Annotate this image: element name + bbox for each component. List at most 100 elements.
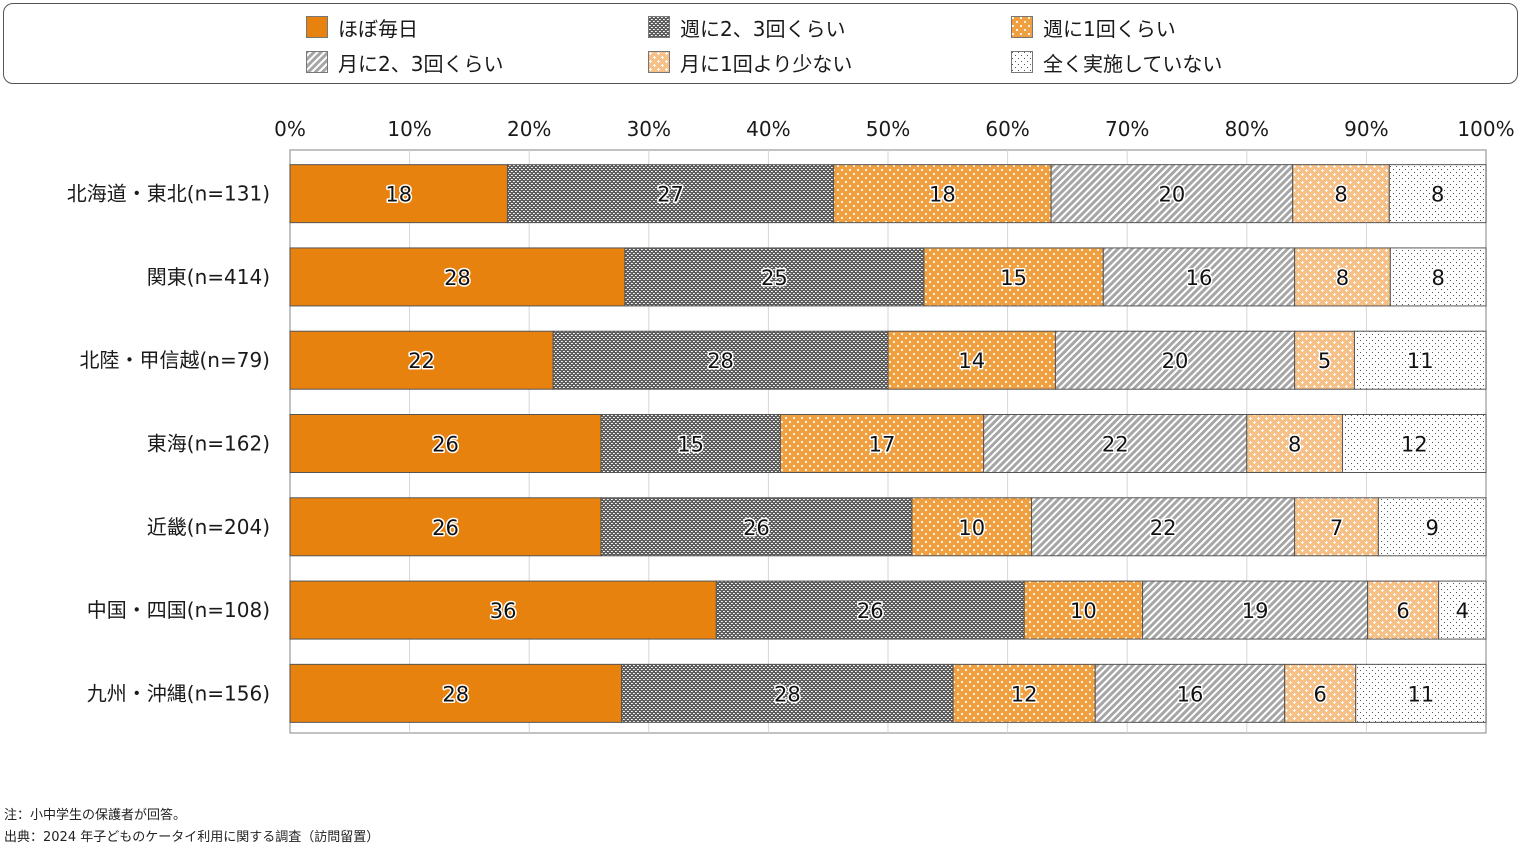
bar-segment <box>1355 663 1487 723</box>
bar-segment <box>911 497 1033 557</box>
legend: ほぼ毎日 週に2、3回くらい 週に1回くらい月に2、3回くらい 月に1回より少ない 全く… <box>3 3 1518 84</box>
data-label: 20 <box>1159 183 1186 207</box>
bar-segment <box>621 663 954 723</box>
legend-swatch-fill <box>1011 16 1033 38</box>
bar-segment <box>289 247 626 307</box>
data-label: 27 <box>657 183 684 207</box>
data-label: 36 <box>490 599 517 623</box>
data-label: 10 <box>1070 599 1097 623</box>
data-label: 28 <box>707 349 734 373</box>
data-label: 16 <box>1186 266 1213 290</box>
x-tick-label: 100% <box>1457 117 1514 141</box>
data-label: 28 <box>442 682 469 706</box>
bar-segment <box>1054 330 1296 390</box>
legend-swatch <box>306 16 328 38</box>
bar-segment <box>1094 663 1286 723</box>
legend-swatch-fill <box>648 16 670 38</box>
category-label: 北陸・甲信越(n=79) <box>80 348 271 372</box>
data-label: 22 <box>1150 516 1177 540</box>
bar-segment <box>1341 414 1487 473</box>
bar-segment <box>289 330 554 390</box>
data-label: 7 <box>1330 516 1343 540</box>
bar-segment <box>1102 247 1296 307</box>
x-tick-label: 70% <box>1105 117 1149 141</box>
legend-label: 月に2、3回くらい <box>338 51 504 76</box>
chart-notes: 注：小中学生の保護者が回答。 出典：2024 年子どものケータイ利用に関する調査… <box>4 805 379 849</box>
data-label: 22 <box>1102 433 1129 457</box>
stacked-bar-chart: 0% 10% 20% 30% 40% 50% 60% 70% 80% 90% 100% 北海道・東北(… <box>67 117 1515 734</box>
legend-label: 全く実施していない <box>1043 51 1223 76</box>
category-label: 中国・四国(n=108) <box>87 598 270 622</box>
bar-segment <box>833 164 1052 224</box>
legend-item: 週に1回くらい <box>1011 13 1176 41</box>
x-tick-label: 80% <box>1225 117 1269 141</box>
bar-segment <box>715 580 1025 640</box>
legend-swatch <box>648 16 670 38</box>
legend-label: 週に2、3回くらい <box>680 16 846 41</box>
source-text: 出典：2024 年子どものケータイ利用に関する調査（訪問留置） <box>4 830 380 845</box>
bar-segment <box>1389 247 1487 307</box>
x-tick-label: 40% <box>746 117 790 141</box>
legend-swatch-fill <box>306 51 328 73</box>
legend-label: 月に1回より少ない <box>680 51 853 76</box>
bar-segment <box>1246 414 1343 473</box>
data-label: 8 <box>1431 266 1444 290</box>
bar-segment <box>952 663 1096 723</box>
data-label: 26 <box>432 516 459 540</box>
x-tick-label: 30% <box>627 117 671 141</box>
data-label: 26 <box>432 433 459 457</box>
legend-swatch-fill <box>1011 51 1033 73</box>
data-label: 14 <box>958 349 985 373</box>
bar-segment <box>289 580 717 640</box>
data-label: 11 <box>1407 349 1434 373</box>
bar-segment <box>600 414 781 473</box>
data-label: 25 <box>761 266 788 290</box>
data-label: 19 <box>1242 599 1269 623</box>
data-label: 10 <box>958 516 985 540</box>
bar-segment <box>289 414 602 473</box>
category-label: 東海(n=162) <box>147 432 270 456</box>
category-label: 関東(n=414) <box>147 265 270 289</box>
data-label: 26 <box>857 599 884 623</box>
bar-segment <box>1294 497 1379 557</box>
bar-segment <box>289 164 508 224</box>
data-label: 18 <box>385 183 412 207</box>
legend-item: 全く実施していない <box>1011 48 1222 76</box>
data-label: 16 <box>1177 682 1204 706</box>
bar-segment <box>600 497 913 557</box>
bar-segment <box>289 497 602 557</box>
legend-swatch <box>648 51 670 73</box>
data-label: 26 <box>743 516 770 540</box>
legend-swatch-fill <box>648 51 670 73</box>
x-tick-label: 50% <box>866 117 910 141</box>
data-label: 15 <box>1000 266 1027 290</box>
bar-segment <box>1294 330 1355 390</box>
data-label: 8 <box>1336 266 1349 290</box>
data-label: 28 <box>444 266 471 290</box>
x-tick-label: 10% <box>387 117 431 141</box>
data-label: 8 <box>1288 433 1301 457</box>
legend-item: 月に2、3回くらい <box>306 48 503 76</box>
data-label: 18 <box>929 183 956 207</box>
data-label: 6 <box>1314 682 1327 706</box>
bar-segment <box>506 164 835 224</box>
bar-segment <box>1284 663 1357 723</box>
data-label: 17 <box>869 433 896 457</box>
bar-segment <box>1438 580 1487 640</box>
data-label: 8 <box>1431 183 1444 207</box>
bar-segment <box>983 414 1248 473</box>
data-label: 28 <box>774 682 801 706</box>
legend-swatch <box>1011 16 1033 38</box>
data-label: 22 <box>408 349 435 373</box>
bar-segment <box>1353 330 1487 390</box>
legend-swatch <box>1011 51 1033 73</box>
data-label: 12 <box>1011 682 1038 706</box>
legend-item: 週に2、3回くらい <box>648 13 845 41</box>
legend-label: ほぼ毎日 <box>338 16 418 41</box>
category-label: 北海道・東北(n=131) <box>67 182 270 206</box>
data-label: 12 <box>1401 433 1428 457</box>
bar-segment <box>1367 580 1440 640</box>
data-label: 6 <box>1396 599 1409 623</box>
bar-segment <box>552 330 889 390</box>
bar-segment <box>1142 580 1369 640</box>
